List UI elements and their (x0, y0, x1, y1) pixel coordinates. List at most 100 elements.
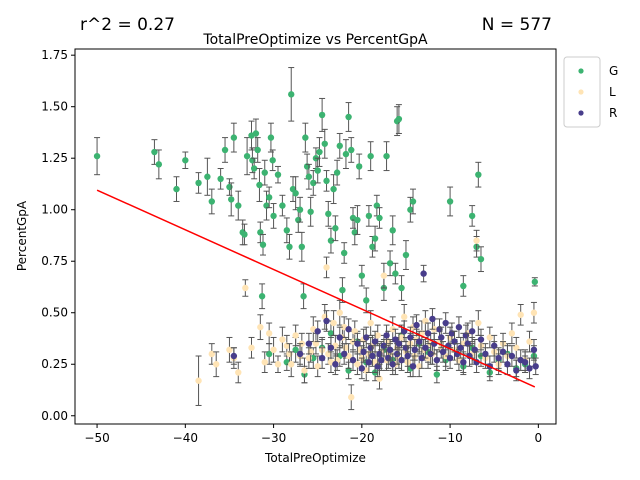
data-point (508, 330, 516, 337)
data-point (333, 169, 341, 176)
data-point (204, 173, 211, 180)
data-point (340, 249, 348, 257)
series-R (230, 264, 539, 382)
data-point (318, 111, 326, 119)
data-point (429, 315, 436, 323)
data-point (517, 311, 524, 318)
data-point (342, 150, 350, 158)
data-point (363, 334, 370, 341)
data-point (248, 344, 255, 351)
data-point (468, 212, 476, 220)
data-point (389, 361, 396, 368)
data-point (305, 173, 313, 180)
data-point (243, 152, 251, 160)
data-point (367, 319, 374, 327)
data-point (332, 225, 339, 232)
data-point (389, 227, 396, 234)
data-point (241, 231, 248, 238)
data-point (339, 286, 346, 294)
data-point (230, 352, 238, 360)
data-point (323, 264, 330, 271)
data-point (254, 146, 261, 154)
data-point (386, 260, 394, 267)
data-point (269, 157, 276, 164)
data-point (477, 255, 485, 263)
data-point (292, 332, 299, 339)
y-tick-label: 1.75 (41, 48, 68, 62)
data-point (420, 270, 427, 277)
data-point (468, 328, 476, 335)
data-point (395, 340, 403, 347)
data-point (250, 165, 258, 172)
data-point (155, 161, 163, 168)
data-point (475, 319, 482, 327)
data-point (336, 142, 343, 150)
data-point (208, 198, 215, 205)
y-axis-label: PercentGpA (15, 200, 29, 271)
data-point (521, 358, 529, 366)
data-point (530, 346, 538, 354)
x-tick-label: −40 (173, 431, 198, 445)
data-point (409, 363, 417, 370)
data-point (531, 278, 539, 286)
data-point (495, 354, 502, 362)
data-point (325, 210, 332, 218)
y-tick-label: 0.75 (41, 254, 68, 268)
data-point (298, 243, 306, 251)
data-point (235, 202, 242, 209)
legend-label: R (609, 106, 617, 120)
regression-line (96, 189, 536, 388)
data-point (310, 179, 317, 187)
data-point (398, 284, 405, 292)
data-point (446, 354, 454, 362)
n-count-annotation: N = 577 (482, 15, 552, 35)
data-point (460, 282, 467, 290)
data-point (267, 134, 275, 141)
data-point (242, 284, 249, 292)
data-point (314, 328, 321, 335)
data-point (348, 146, 355, 154)
data-point (460, 358, 467, 366)
data-point (349, 356, 357, 364)
data-point (296, 350, 304, 358)
data-point (195, 377, 202, 384)
data-point (457, 344, 464, 351)
data-point (270, 212, 277, 220)
data-point (424, 330, 432, 337)
data-point (330, 185, 337, 193)
data-point (332, 361, 339, 368)
data-point (422, 344, 429, 351)
plot-area (93, 67, 539, 411)
y-tick-label: 1.50 (41, 100, 68, 114)
data-point (217, 175, 224, 183)
legend-marker (578, 89, 584, 95)
data-point (354, 361, 361, 368)
data-point (330, 319, 337, 327)
data-point (433, 371, 441, 378)
data-point (213, 361, 220, 368)
data-point (439, 348, 447, 356)
data-point (323, 317, 330, 325)
data-point (345, 113, 352, 121)
axes-frame (74, 48, 557, 425)
data-point (354, 216, 361, 224)
data-point (259, 241, 267, 248)
data-point (455, 323, 463, 331)
y-tick-label: 0.25 (41, 357, 68, 371)
data-point (360, 348, 367, 356)
data-point (286, 243, 293, 251)
data-point (404, 352, 411, 360)
data-point (477, 336, 485, 343)
data-point (296, 206, 304, 213)
data-point (318, 354, 326, 362)
data-point (323, 177, 330, 185)
data-point (358, 365, 366, 372)
chart-title: TotalPreOptimize vs PercentGpA (202, 32, 428, 48)
data-point (433, 356, 441, 364)
data-point (378, 356, 385, 364)
data-point (228, 196, 235, 203)
data-point (371, 235, 379, 242)
data-point (283, 227, 291, 234)
data-point (354, 340, 361, 347)
y-tick-label: 0.50 (41, 306, 68, 320)
